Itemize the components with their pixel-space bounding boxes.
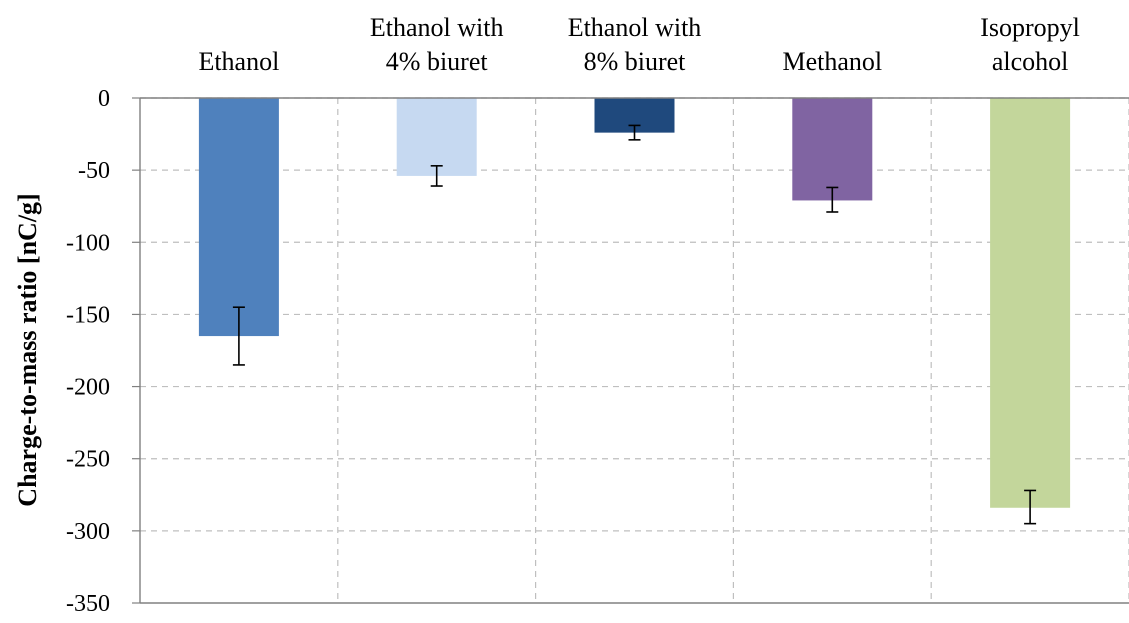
y-axis-title: Charge-to-mass ratio [nC/g] — [13, 193, 42, 506]
category-label: Ethanol with — [568, 13, 702, 42]
bar — [990, 98, 1071, 508]
axes — [132, 97, 1129, 604]
grid-lines — [140, 97, 1129, 603]
y-tick-label: -350 — [66, 591, 110, 617]
category-label: Ethanol — [198, 47, 279, 76]
category-label: Isopropyl — [980, 13, 1080, 42]
y-tick-label: -250 — [66, 447, 110, 473]
y-tick-label: 0 — [98, 86, 110, 112]
y-tick-label: -300 — [66, 519, 110, 545]
category-label: Methanol — [782, 47, 882, 76]
bar — [198, 98, 279, 337]
y-tick-label: -200 — [66, 375, 110, 401]
category-label: 8% biuret — [584, 47, 687, 76]
category-label: Ethanol with — [370, 13, 504, 42]
category-label: alcohol — [992, 47, 1069, 76]
bar — [792, 98, 873, 201]
error-bars — [232, 124, 1037, 525]
y-tick-labels: 0 -50 -100 -150 -200 -250 -300 -350 — [66, 86, 110, 617]
y-tick-label: -100 — [66, 230, 110, 256]
category-labels: Ethanol Ethanol with 4% biuret Ethanol with… — [198, 13, 1079, 76]
bar — [396, 98, 477, 176]
y-tick-label: -50 — [78, 158, 110, 184]
bars — [198, 98, 1071, 508]
y-tick-label: -150 — [66, 302, 110, 328]
category-label: 4% biuret — [386, 47, 489, 76]
